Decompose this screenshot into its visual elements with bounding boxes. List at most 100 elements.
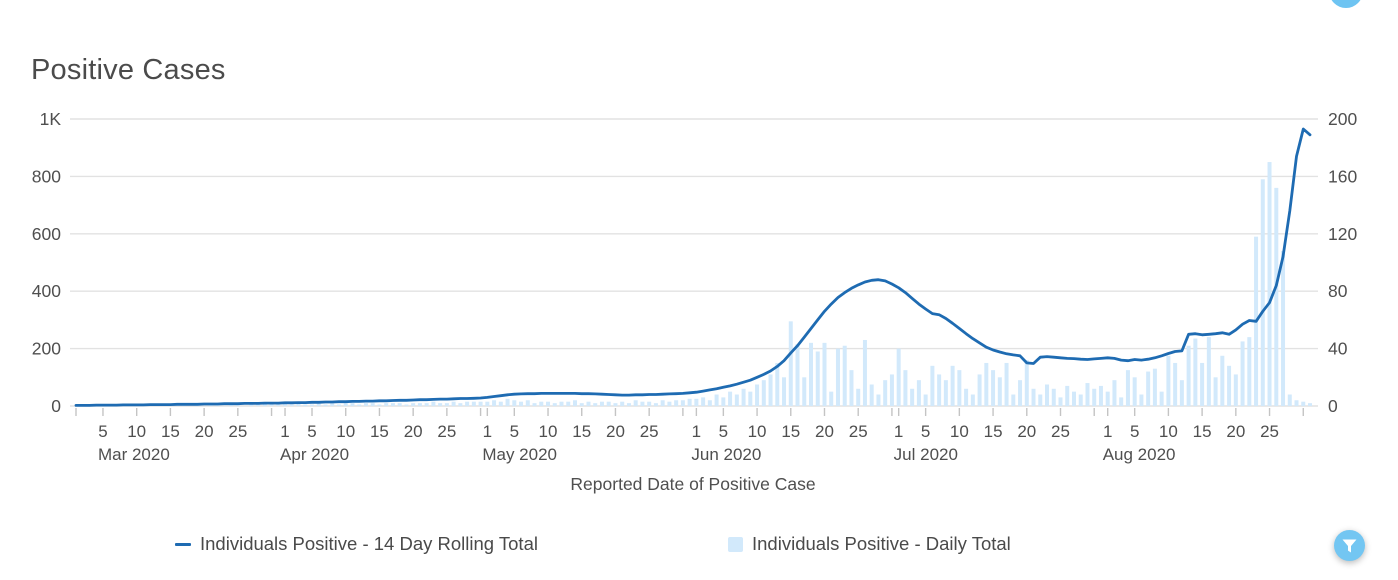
daily-total-bar[interactable] — [1247, 337, 1252, 406]
daily-total-bar[interactable] — [1166, 355, 1171, 406]
daily-total-bar[interactable] — [1085, 383, 1090, 406]
daily-total-bar[interactable] — [1098, 385, 1103, 406]
daily-total-bar[interactable] — [1146, 371, 1151, 406]
daily-total-bar[interactable] — [465, 401, 470, 406]
daily-total-bar[interactable] — [1287, 394, 1292, 406]
daily-total-bar[interactable] — [856, 388, 861, 406]
daily-total-bar[interactable] — [869, 384, 874, 406]
daily-total-bar[interactable] — [310, 404, 315, 406]
daily-total-bar[interactable] — [1159, 391, 1164, 406]
daily-total-bar[interactable] — [842, 345, 847, 406]
daily-total-bar[interactable] — [660, 400, 665, 406]
daily-total-bar[interactable] — [1173, 362, 1178, 406]
daily-total-bar[interactable] — [431, 401, 436, 406]
daily-total-bar[interactable] — [1152, 368, 1157, 406]
daily-total-bar[interactable] — [296, 403, 301, 406]
daily-total-bar[interactable] — [586, 401, 591, 406]
daily-total-bar[interactable] — [1092, 388, 1097, 406]
daily-total-bar[interactable] — [330, 403, 335, 406]
daily-total-bar[interactable] — [707, 400, 712, 406]
daily-total-bar[interactable] — [498, 401, 503, 406]
daily-total-bar[interactable] — [417, 403, 422, 406]
daily-total-bar[interactable] — [667, 401, 672, 406]
daily-total-bar[interactable] — [883, 380, 888, 406]
daily-total-bar[interactable] — [1308, 403, 1312, 406]
daily-total-bar[interactable] — [647, 401, 652, 406]
daily-total-bar[interactable] — [505, 398, 510, 406]
daily-total-bar[interactable] — [235, 404, 240, 406]
daily-total-bar[interactable] — [734, 394, 739, 406]
daily-total-bar[interactable] — [964, 388, 969, 406]
daily-total-bar[interactable] — [256, 404, 261, 406]
daily-total-bar[interactable] — [876, 394, 881, 406]
daily-total-bar[interactable] — [991, 370, 996, 406]
daily-total-bar[interactable] — [1233, 374, 1238, 406]
daily-total-bar[interactable] — [970, 394, 975, 406]
daily-total-bar[interactable] — [1078, 394, 1083, 406]
daily-total-bar[interactable] — [316, 403, 321, 406]
daily-total-bar[interactable] — [1213, 377, 1218, 406]
daily-total-bar[interactable] — [822, 342, 827, 406]
daily-total-bar[interactable] — [613, 403, 618, 406]
daily-total-bar[interactable] — [795, 344, 800, 406]
daily-total-bar[interactable] — [1220, 355, 1225, 406]
daily-total-bar[interactable] — [937, 374, 942, 406]
daily-total-bar[interactable] — [343, 403, 348, 406]
daily-total-bar[interactable] — [1294, 400, 1299, 406]
daily-total-bar[interactable] — [350, 403, 355, 406]
daily-total-bar[interactable] — [1024, 360, 1029, 406]
daily-total-bar[interactable] — [748, 391, 753, 406]
daily-total-bar[interactable] — [1227, 365, 1232, 406]
daily-total-bar[interactable] — [896, 348, 901, 406]
daily-total-bar[interactable] — [815, 351, 820, 406]
daily-total-bar[interactable] — [721, 397, 726, 406]
daily-total-bar[interactable] — [1045, 384, 1050, 406]
daily-total-bar[interactable] — [532, 403, 537, 406]
daily-total-bar[interactable] — [363, 403, 368, 406]
daily-total-bar[interactable] — [809, 342, 814, 406]
daily-total-bar[interactable] — [1179, 380, 1184, 406]
daily-total-bar[interactable] — [572, 400, 577, 406]
daily-total-bar[interactable] — [923, 394, 928, 406]
daily-total-bar[interactable] — [458, 403, 463, 406]
daily-total-bar[interactable] — [519, 401, 524, 406]
daily-total-bar[interactable] — [404, 404, 409, 406]
daily-total-bar[interactable] — [633, 400, 638, 406]
daily-total-bar[interactable] — [1240, 341, 1245, 406]
daily-total-bar[interactable] — [336, 404, 341, 406]
daily-total-bar[interactable] — [1004, 362, 1009, 406]
daily-total-bar[interactable] — [471, 401, 476, 406]
daily-total-bar[interactable] — [755, 384, 760, 406]
daily-total-bar[interactable] — [653, 403, 658, 406]
daily-total-bar[interactable] — [1125, 370, 1130, 406]
daily-total-bar[interactable] — [1200, 362, 1205, 406]
daily-total-bar[interactable] — [1119, 397, 1124, 406]
daily-total-bar[interactable] — [323, 404, 328, 406]
daily-total-bar[interactable] — [1031, 388, 1036, 406]
daily-total-bar[interactable] — [1051, 388, 1056, 406]
daily-total-bar[interactable] — [1139, 394, 1144, 406]
daily-total-bar[interactable] — [849, 370, 854, 406]
daily-total-bar[interactable] — [1038, 394, 1043, 406]
daily-total-bar[interactable] — [1186, 345, 1191, 406]
daily-total-bar[interactable] — [566, 401, 571, 406]
daily-total-bar[interactable] — [640, 401, 645, 406]
daily-total-bar[interactable] — [957, 370, 962, 406]
daily-total-bar[interactable] — [1105, 391, 1110, 406]
daily-total-bar[interactable] — [620, 401, 625, 406]
daily-total-bar[interactable] — [788, 321, 793, 406]
daily-total-bar[interactable] — [390, 403, 395, 406]
daily-total-bar[interactable] — [761, 380, 766, 406]
daily-total-bar[interactable] — [950, 365, 955, 406]
daily-total-bar[interactable] — [802, 377, 807, 406]
daily-total-bar[interactable] — [384, 403, 389, 406]
daily-total-bar[interactable] — [701, 397, 706, 406]
daily-total-bar[interactable] — [775, 362, 780, 406]
daily-total-bar[interactable] — [903, 370, 908, 406]
daily-total-bar[interactable] — [444, 403, 449, 406]
daily-total-bar[interactable] — [741, 388, 746, 406]
daily-total-bar[interactable] — [626, 403, 631, 406]
daily-total-bar[interactable] — [674, 400, 679, 406]
daily-total-bar[interactable] — [559, 401, 564, 406]
daily-total-bar[interactable] — [289, 404, 294, 406]
